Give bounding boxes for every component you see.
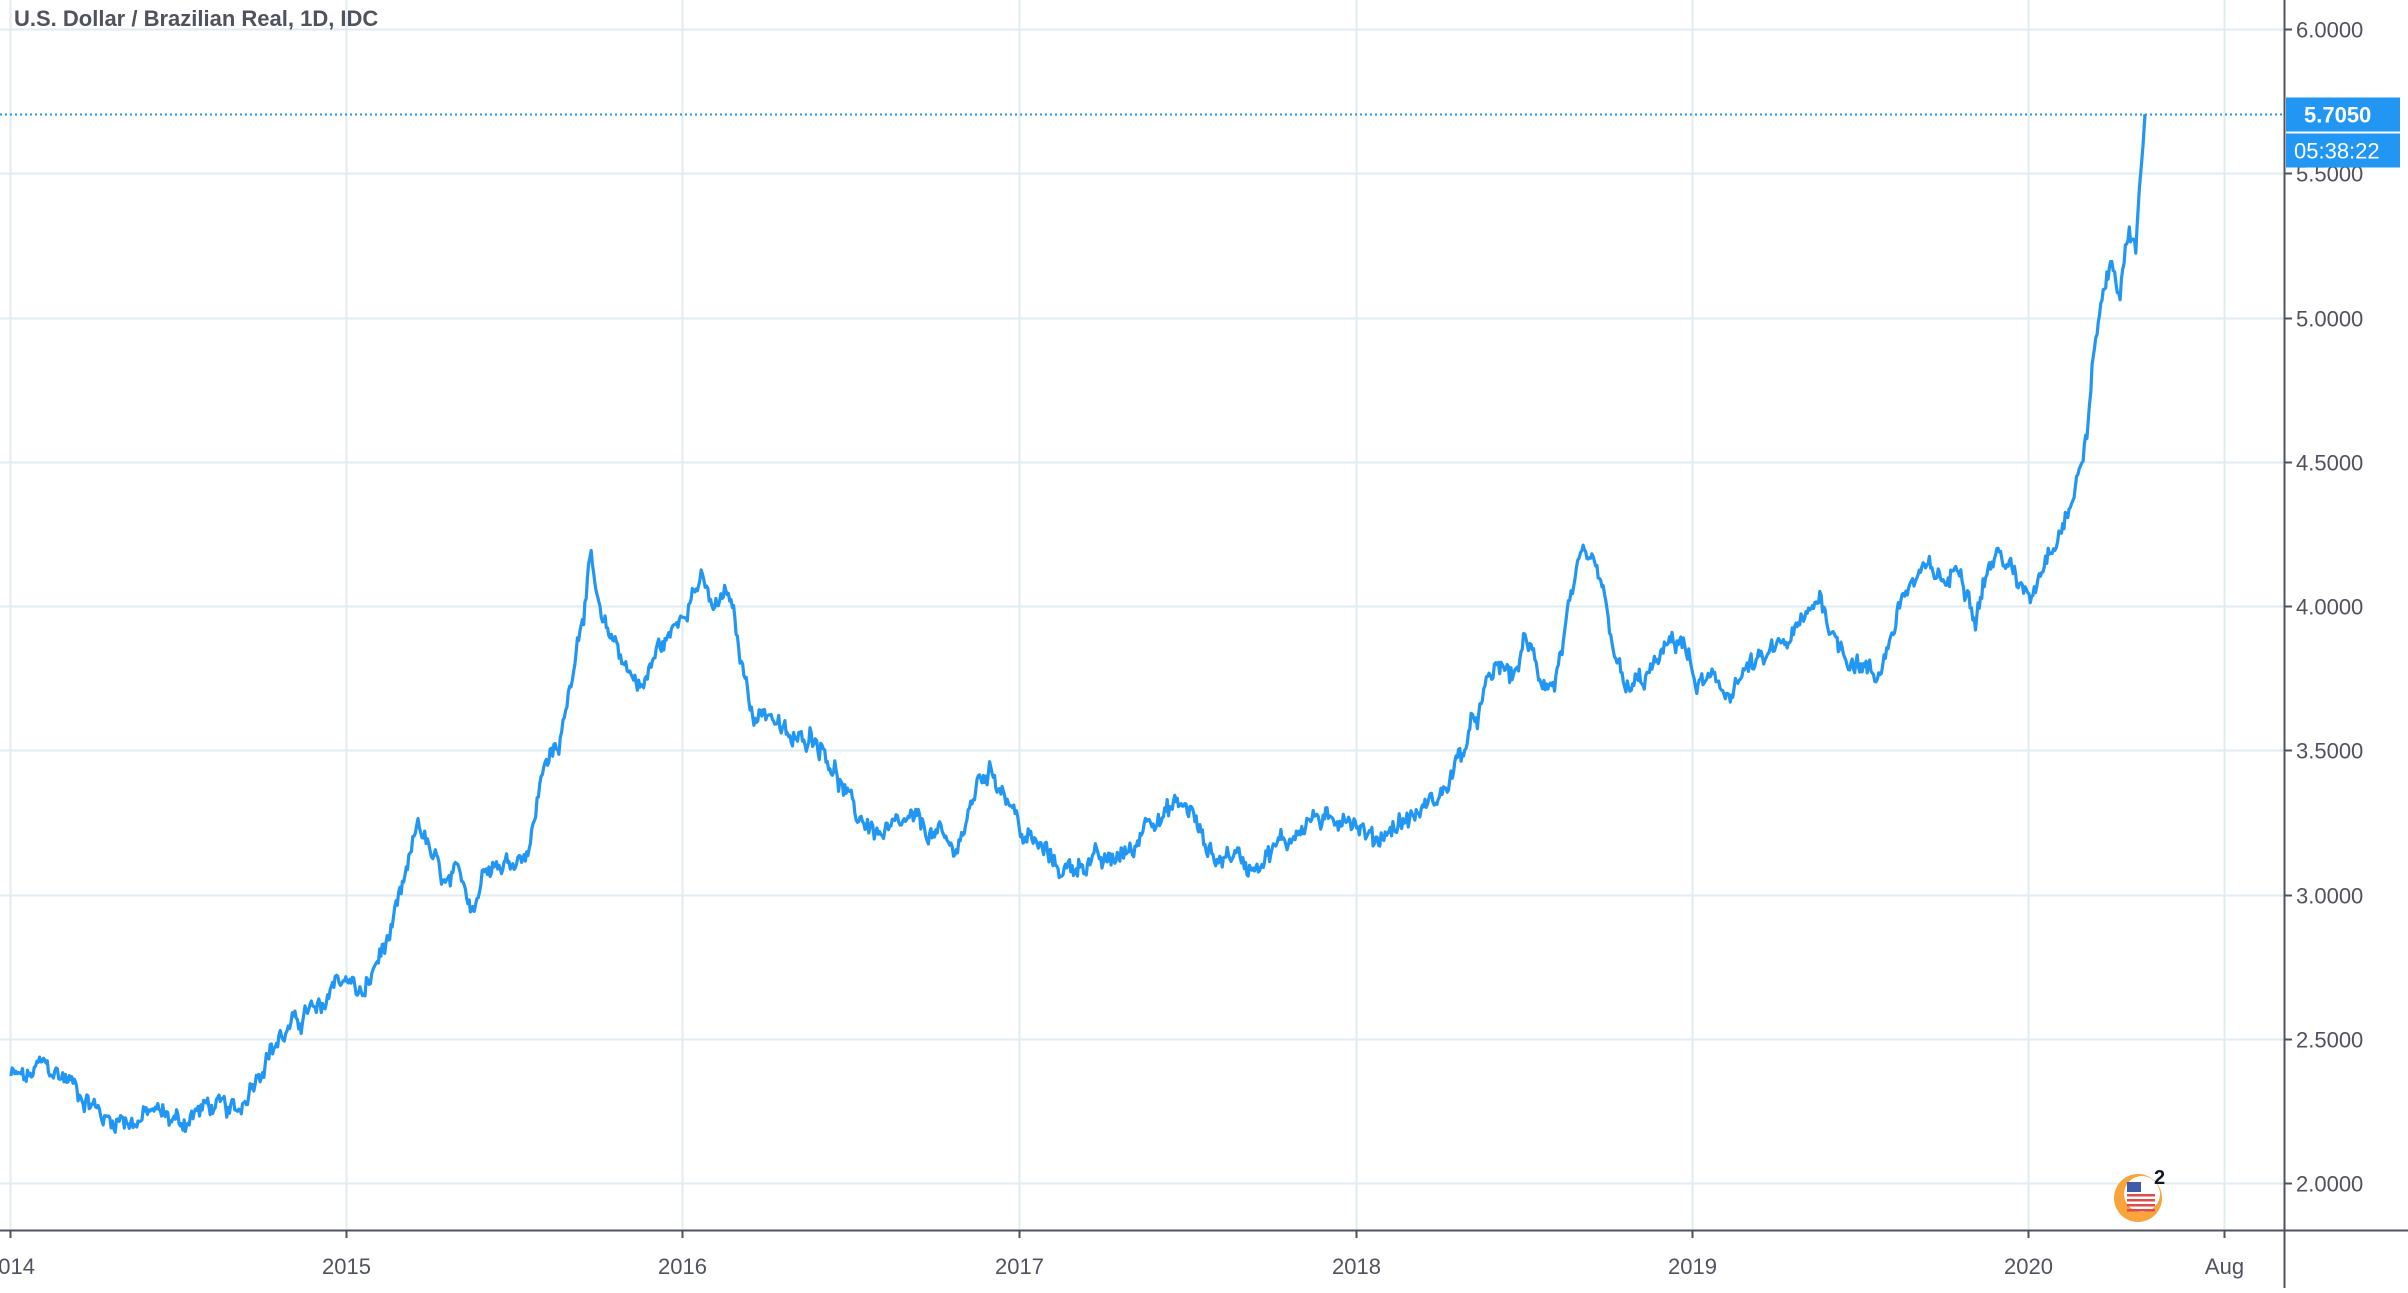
y-tick-label: 4.0000 — [2296, 595, 2363, 620]
y-tick-label: 5.0000 — [2296, 307, 2363, 332]
events-count: 2 — [2154, 1167, 2165, 1189]
last-price-tag — [2286, 97, 2400, 132]
y-tick-label: 2.5000 — [2296, 1028, 2363, 1053]
x-tick-label: 2015 — [322, 1254, 371, 1279]
events-badge[interactable]: 2 — [2114, 1167, 2165, 1222]
last-price-label: 5.7050 — [2304, 103, 2371, 128]
chart-title: U.S. Dollar / Brazilian Real, 1D, IDC — [14, 6, 379, 31]
x-tick-label: 2018 — [1332, 1254, 1381, 1279]
y-tick-label: 6.0000 — [2296, 18, 2363, 43]
flag-stripe — [2127, 1194, 2155, 1197]
x-tick-label: 2014 — [0, 1254, 35, 1279]
grid — [0, 0, 2284, 1230]
flag-canton — [2127, 1182, 2141, 1192]
x-tick-label: Aug — [2205, 1254, 2244, 1279]
countdown-label: 05:38:22 — [2294, 139, 2380, 164]
countdown-tag — [2286, 133, 2400, 168]
x-tick-label: 2017 — [995, 1254, 1044, 1279]
flag-stripe — [2127, 1204, 2155, 1207]
series-layer — [9, 113, 2147, 1134]
x-tick-label: 2019 — [1668, 1254, 1717, 1279]
price-line[interactable] — [9, 113, 2147, 1134]
x-tick-label: 2020 — [2004, 1254, 2053, 1279]
flag-stripe — [2127, 1209, 2155, 1212]
flag-stripe — [2127, 1199, 2155, 1202]
y-tick-label: 4.5000 — [2296, 451, 2363, 476]
x-tick-label: 2016 — [658, 1254, 707, 1279]
overlay: 5.7050 05:38:22 2 — [0, 97, 2400, 1222]
y-tick-label: 3.5000 — [2296, 739, 2363, 764]
y-tick-label: 3.0000 — [2296, 884, 2363, 909]
y-tick-label: 2.0000 — [2296, 1172, 2363, 1197]
